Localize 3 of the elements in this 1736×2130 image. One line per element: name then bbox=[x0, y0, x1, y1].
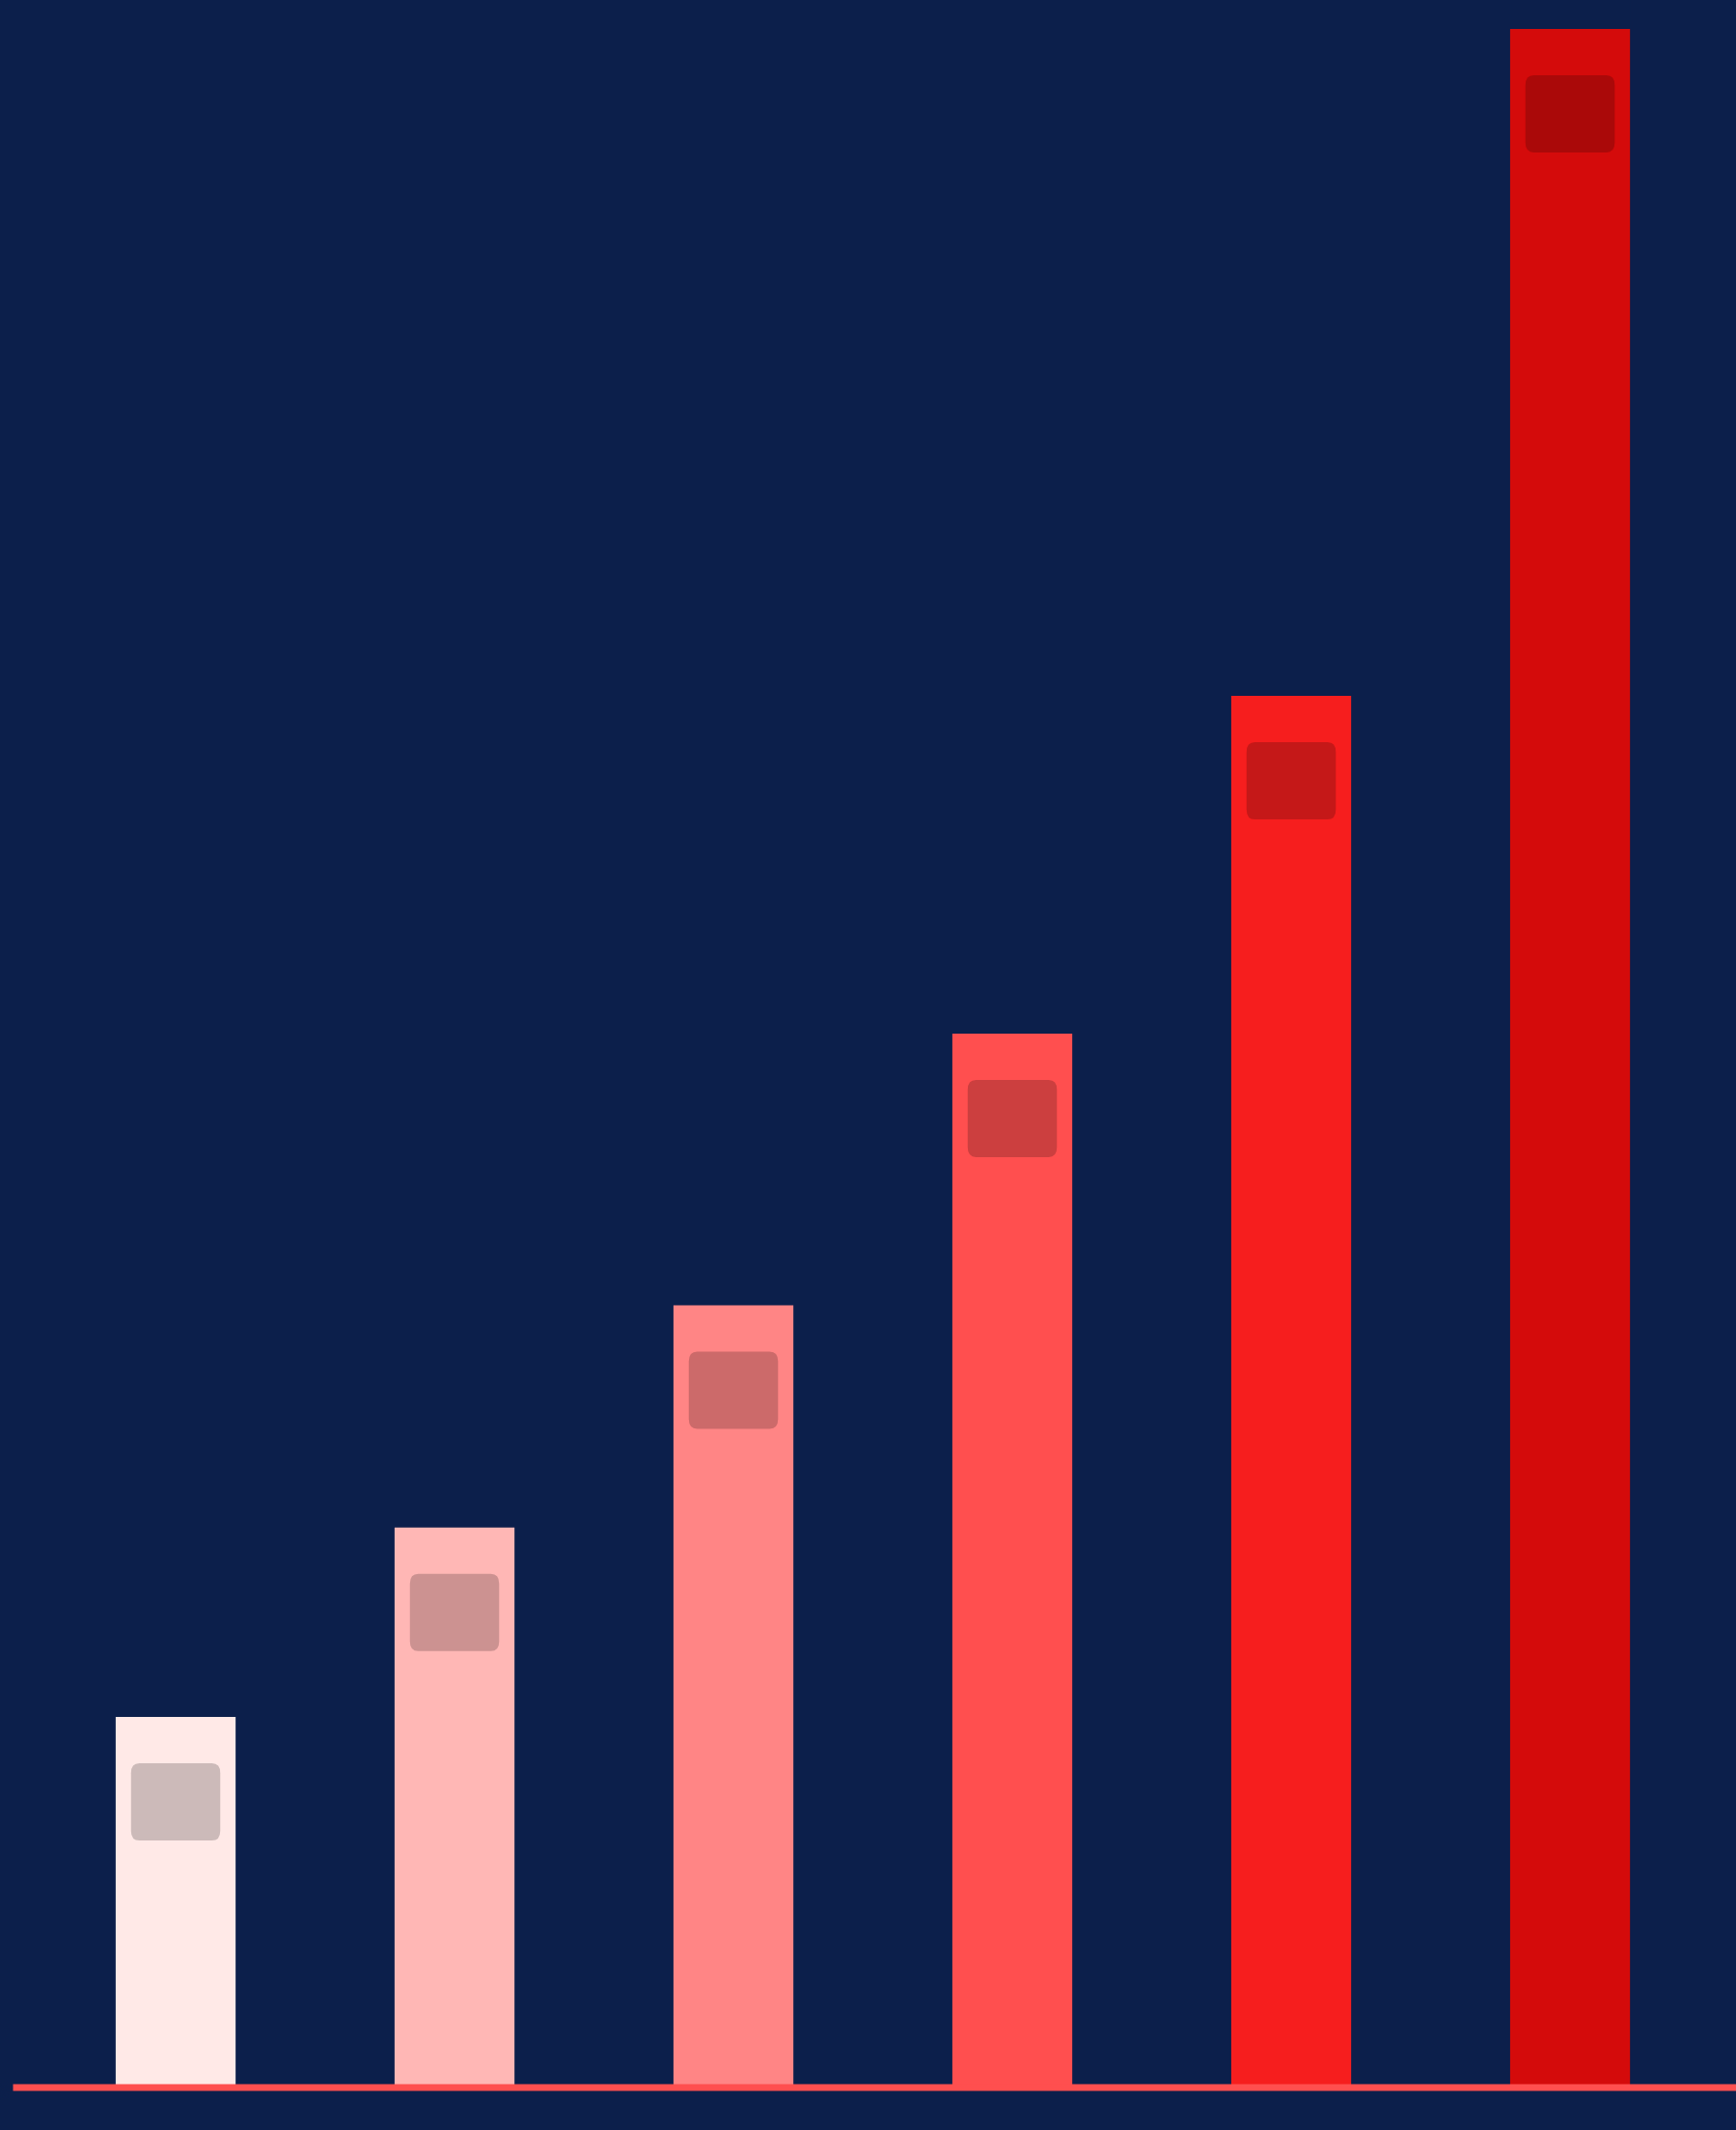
bar bbox=[673, 1305, 794, 2088]
bar bbox=[1230, 696, 1352, 2088]
bar bbox=[1509, 29, 1631, 2088]
